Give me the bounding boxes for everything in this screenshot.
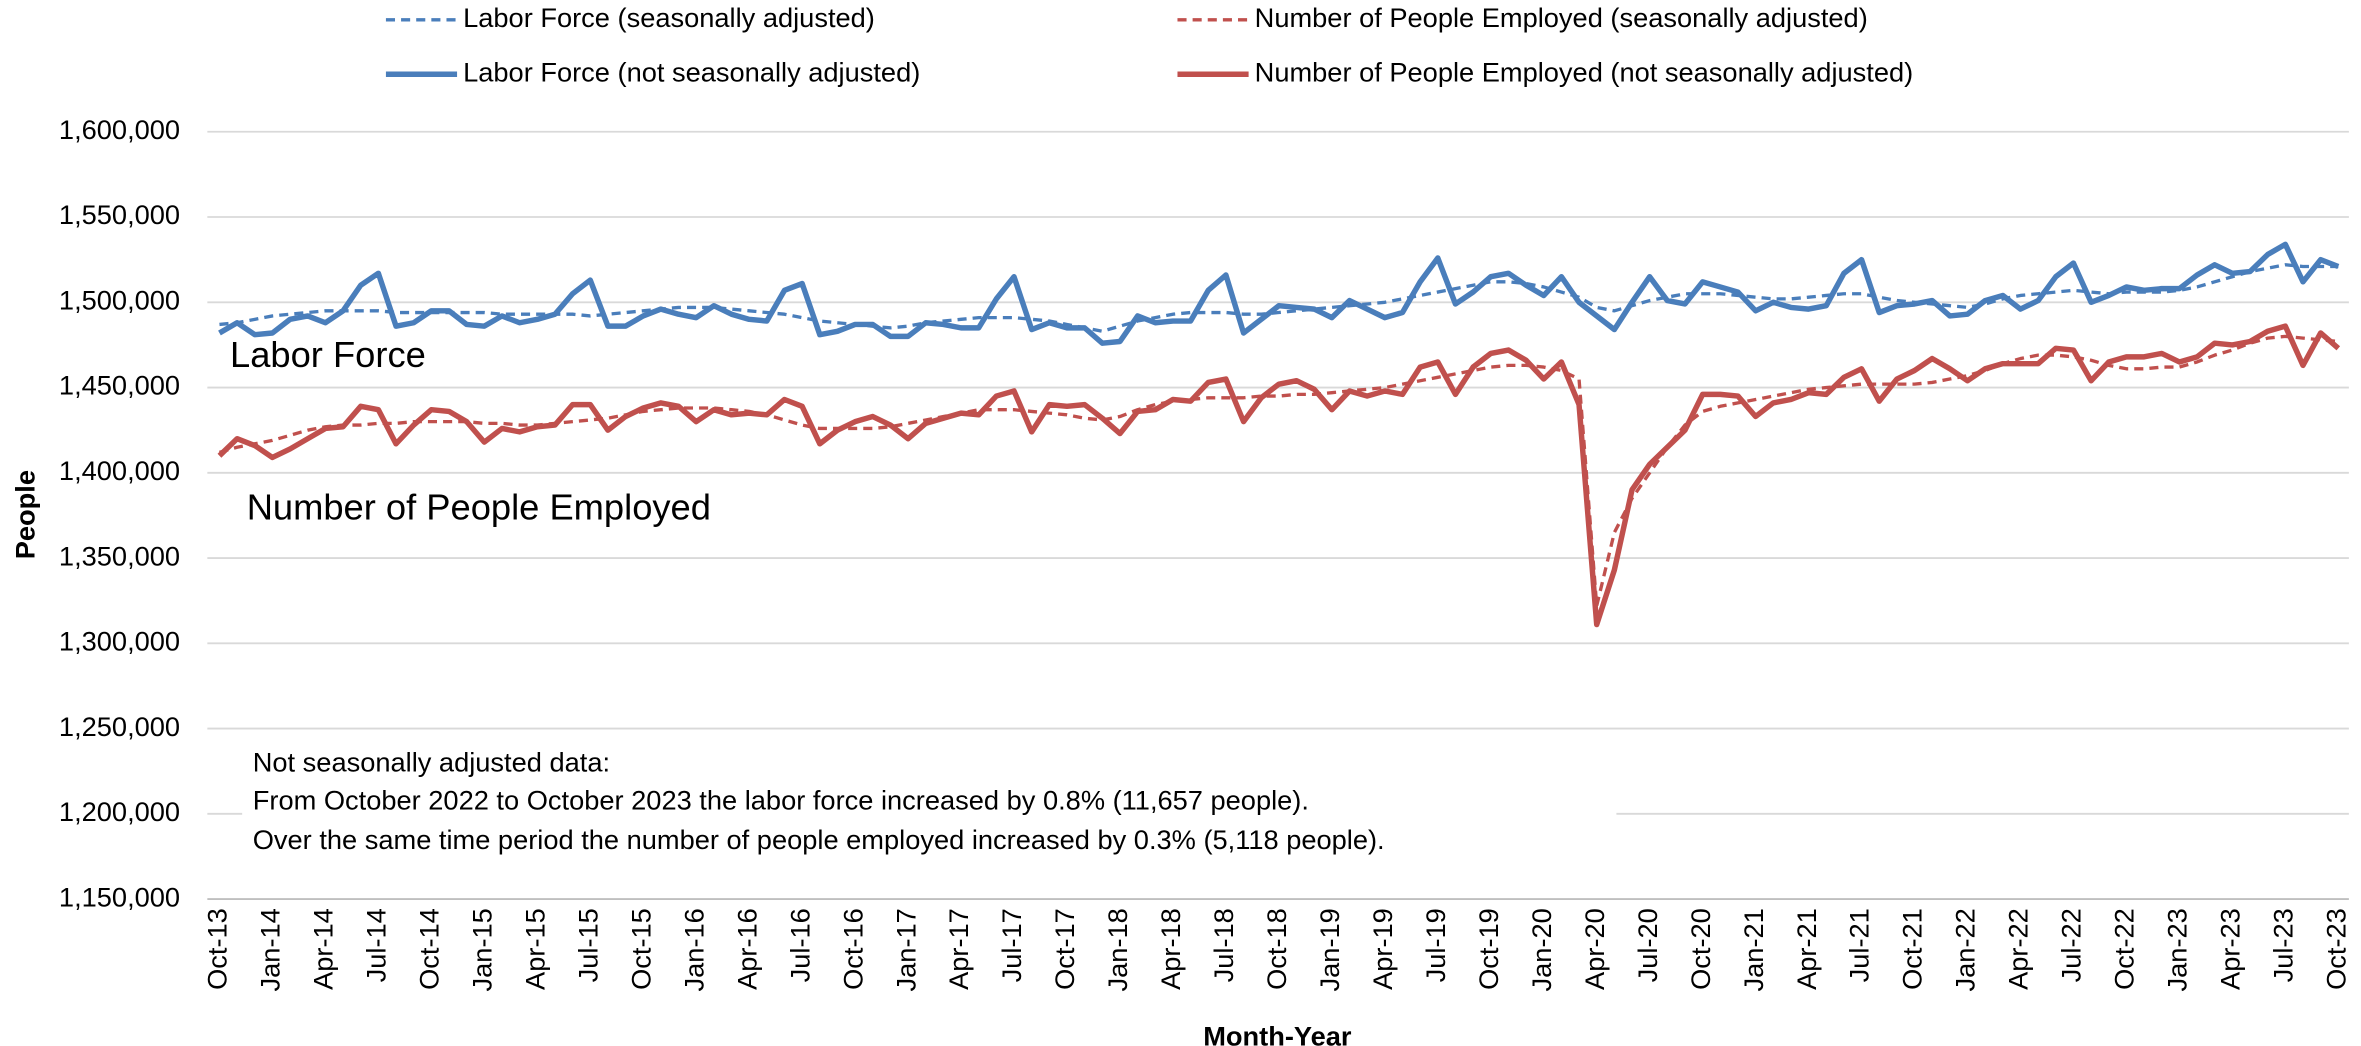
x-tick-label: Jan-18 (1102, 908, 1133, 991)
legend-label: Number of People Employed (not seasonall… (1255, 56, 1914, 87)
x-tick-label: Oct-18 (1261, 908, 1292, 990)
x-tick-label: Jan-19 (1314, 908, 1345, 991)
y-tick-label: 1,250,000 (59, 711, 180, 742)
y-tick-label: 1,150,000 (59, 881, 180, 912)
note-line: Not seasonally adjusted data: (253, 747, 610, 778)
x-tick-label: Jan-20 (1526, 908, 1557, 991)
x-tick-label: Oct-17 (1049, 908, 1080, 990)
x-tick-label: Apr-23 (2215, 908, 2246, 990)
x-tick-label: Jul-23 (2268, 908, 2299, 982)
x-tick-label: Oct-16 (837, 908, 868, 990)
note-background (242, 741, 1617, 860)
y-tick-label: 1,550,000 (59, 199, 180, 230)
x-tick-label: Jul-21 (1844, 908, 1875, 982)
x-tick-label: Apr-18 (1155, 908, 1186, 990)
y-tick-label: 1,350,000 (59, 540, 180, 571)
x-tick-label: Jul-14 (361, 908, 392, 982)
x-tick-label: Apr-15 (519, 908, 550, 990)
x-tick-label: Oct-23 (2321, 908, 2352, 990)
y-tick-label: 1,300,000 (59, 626, 180, 657)
x-tick-label: Jul-16 (784, 908, 815, 982)
y-tick-label: 1,400,000 (59, 455, 180, 486)
x-tick-label: Oct-15 (625, 908, 656, 990)
x-tick-label: Apr-22 (2003, 908, 2034, 990)
y-tick-label: 1,500,000 (59, 284, 180, 315)
y-tick-label: 1,600,000 (59, 114, 180, 145)
x-tick-label: Jan-16 (678, 908, 709, 991)
note-line: From October 2022 to October 2023 the la… (253, 784, 1309, 815)
x-tick-label: Jan-22 (1950, 908, 1981, 991)
x-tick-label: Oct-19 (1473, 908, 1504, 990)
x-tick-label: Oct-22 (2109, 908, 2140, 990)
x-tick-label: Oct-13 (202, 908, 233, 990)
x-tick-label: Jan-14 (255, 908, 286, 991)
annotation: Number of People Employed (247, 487, 711, 528)
annotation: Labor Force (230, 334, 426, 375)
series-line (219, 263, 2339, 333)
x-tick-label: Jul-17 (996, 908, 1027, 982)
y-tick-label: 1,200,000 (59, 796, 180, 827)
x-tick-label: Jul-20 (1632, 908, 1663, 982)
series-line (217, 323, 2341, 628)
x-tick-label: Apr-17 (943, 908, 974, 990)
x-tick-label: Apr-16 (731, 908, 762, 990)
x-tick-label: Jul-22 (2056, 908, 2087, 982)
legend-label: Labor Force (seasonally adjusted) (463, 2, 875, 33)
x-tick-label: Oct-21 (1897, 908, 1928, 990)
x-tick-label: Apr-19 (1367, 908, 1398, 990)
x-tick-label: Oct-20 (1685, 908, 1716, 990)
x-tick-label: Jan-23 (2162, 908, 2193, 991)
y-tick-label: 1,450,000 (59, 370, 180, 401)
x-tick-label: Jan-15 (467, 908, 498, 991)
series-line (218, 241, 2340, 346)
x-tick-label: Jan-17 (890, 908, 921, 991)
x-tick-label: Apr-20 (1579, 908, 1610, 990)
x-axis-title: Month-Year (1203, 1021, 1352, 1046)
x-tick-label: Jul-19 (1420, 908, 1451, 982)
legend-label: Labor Force (not seasonally adjusted) (463, 56, 920, 87)
plot-lines (217, 241, 2341, 628)
x-tick-label: Apr-14 (308, 908, 339, 990)
x-tick-label: Jan-21 (1738, 908, 1769, 991)
y-axis-title: People (9, 470, 40, 559)
legend-label: Number of People Employed (seasonally ad… (1255, 2, 1868, 33)
note-line: Over the same time period the number of … (253, 824, 1385, 855)
x-tick-label: Jul-18 (1208, 908, 1239, 982)
x-tick-label: Apr-21 (1791, 908, 1822, 990)
labels: 1,150,000 1,200,000 1,250,000 1,300,000 1,35… (59, 2, 2352, 991)
x-tick-label: Oct-14 (414, 908, 445, 990)
x-tick-label: Jul-15 (572, 908, 603, 982)
series-line (218, 334, 2339, 608)
